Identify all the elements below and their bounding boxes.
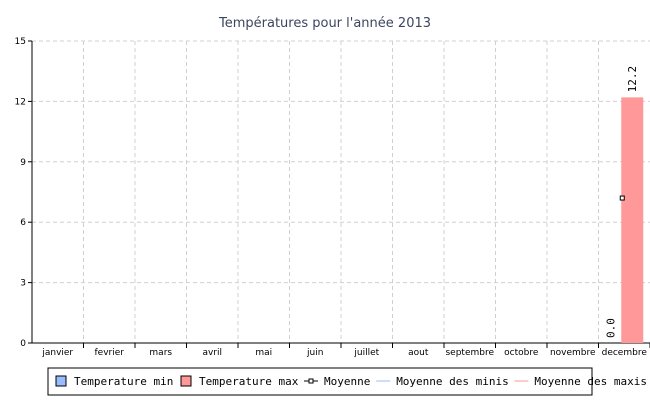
x-tick-label: mars xyxy=(149,348,172,358)
x-tick-label: octobre xyxy=(504,348,539,358)
x-tick-label: janvier xyxy=(41,348,73,358)
legend-box xyxy=(47,367,593,396)
x-tick-label: avril xyxy=(202,348,222,358)
x-tick-label: aout xyxy=(408,348,429,358)
moyenne-point xyxy=(619,195,625,201)
x-tick-label: juillet xyxy=(353,348,379,358)
y-tick-label: 9 xyxy=(20,158,26,168)
legend-label: Temperature max xyxy=(199,375,299,388)
legend-label: Temperature min xyxy=(74,375,173,388)
x-tick-label: juin xyxy=(306,348,323,358)
chart-title: Températures pour l'année 2013 xyxy=(218,16,431,31)
legend-label: Moyenne xyxy=(324,375,370,388)
x-tick-label: mai xyxy=(255,348,272,358)
y-tick-label: 12 xyxy=(15,97,26,107)
legend-swatch xyxy=(55,375,67,387)
data-label: 0.0 xyxy=(604,318,617,338)
y-tick-label: 3 xyxy=(20,279,26,289)
legend-swatch xyxy=(180,375,192,387)
x-tick-label: fevrier xyxy=(95,348,125,358)
legend-marker xyxy=(308,378,314,384)
x-tick-label: septembre xyxy=(445,348,494,358)
y-tick-label: 0 xyxy=(20,339,26,349)
legend: Temperature min Temperature max Moyenne Moy… xyxy=(47,367,647,396)
bar-temperature-max xyxy=(621,97,644,343)
data-label: 12.2 xyxy=(626,66,639,93)
legend-label: Moyenne des maxis xyxy=(534,375,647,388)
legend-label: Moyenne des minis xyxy=(396,375,509,388)
x-tick-label: decembre xyxy=(602,348,648,358)
x-tick-label: novembre xyxy=(550,348,596,358)
y-tick-label: 15 xyxy=(15,37,26,47)
y-tick-label: 6 xyxy=(20,218,26,228)
